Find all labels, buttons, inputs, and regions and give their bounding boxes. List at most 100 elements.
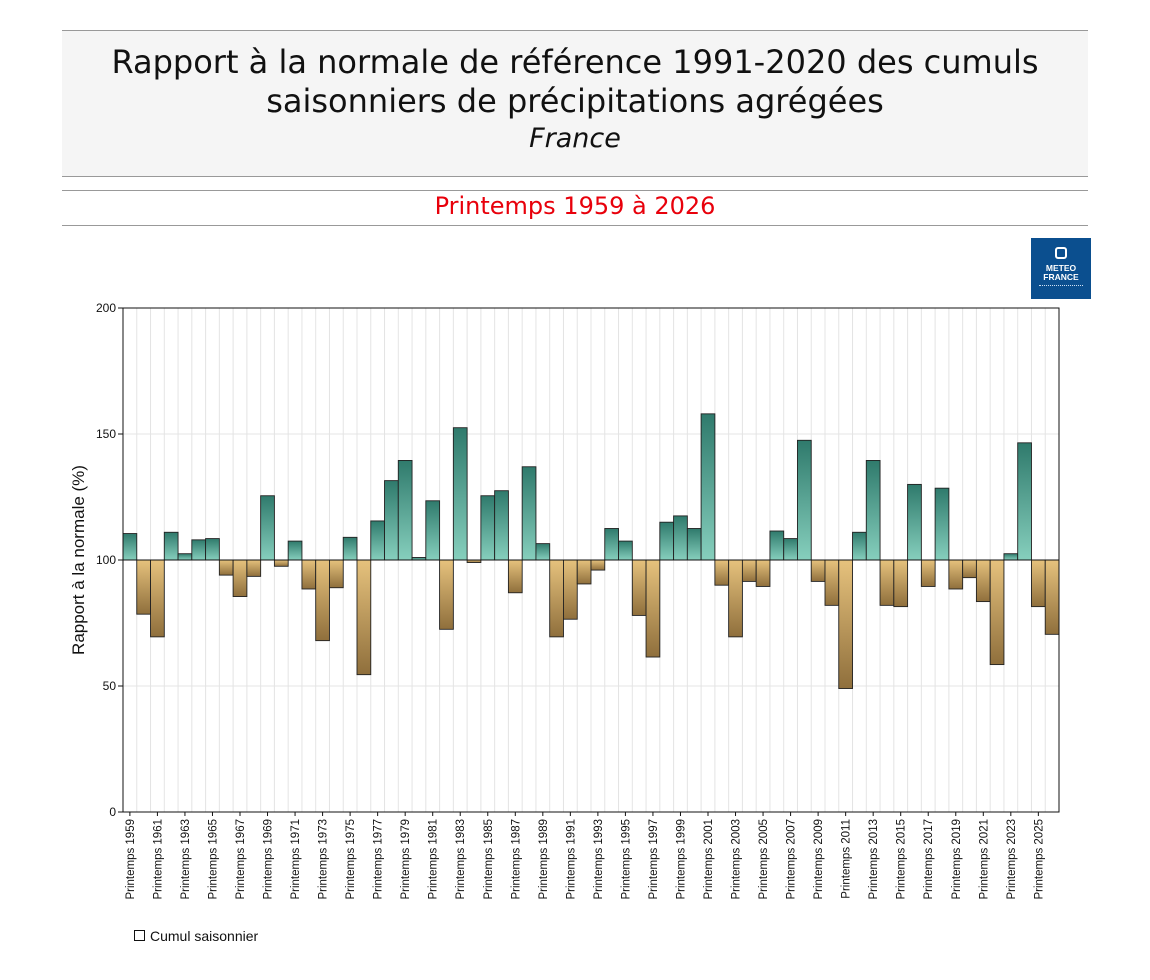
- y-axis-label: Rapport à la normale (%): [69, 465, 88, 655]
- x-tick-label: Printemps 1989: [538, 819, 550, 900]
- bar-printemps-2020: [962, 559, 977, 579]
- bar-printemps-2010: [824, 559, 840, 606]
- x-tick-label: Printemps 1963: [180, 819, 192, 900]
- bar-printemps-2002: [714, 559, 730, 586]
- bar-printemps-1966: [218, 559, 234, 576]
- bar-printemps-1985: [480, 495, 496, 561]
- bar-printemps-1974: [329, 559, 344, 589]
- bar-layer: [122, 413, 1060, 689]
- bar-printemps-1996: [631, 559, 647, 616]
- bar-printemps-1991: [563, 559, 578, 620]
- x-tick-label: Printemps 2021: [978, 819, 990, 900]
- x-tick-label: Printemps 1987: [510, 819, 522, 900]
- bar-printemps-1979: [397, 460, 413, 561]
- meteo-france-logo: METEO FRANCE: [1031, 238, 1091, 299]
- legend-swatch: [134, 930, 145, 941]
- axis-layer: 0 50 100 150 200 Printemps 1959 Printemps 1961…: [96, 301, 1060, 900]
- bar-printemps-1971: [287, 540, 303, 561]
- bar-printemps-1965: [205, 538, 220, 561]
- bar-printemps-1995: [618, 540, 633, 561]
- bar-printemps-2025: [1031, 559, 1046, 608]
- legend: Cumul saisonnier: [134, 928, 258, 944]
- x-tick-label: Printemps 1979: [400, 819, 412, 900]
- logo-mark-icon: [1055, 247, 1067, 259]
- y-tick-label: 150: [96, 427, 116, 441]
- y-tick-label: 50: [103, 679, 117, 693]
- bar-printemps-1989: [535, 543, 551, 561]
- bar-printemps-2013: [865, 460, 881, 561]
- bar-printemps-2007: [783, 538, 798, 561]
- x-tick-label: Printemps 1993: [593, 819, 605, 900]
- x-tick-label: Printemps 2001: [703, 819, 715, 900]
- x-tick-label: Printemps 1973: [318, 819, 330, 900]
- bar-printemps-2016: [907, 483, 922, 561]
- bar-printemps-2003: [728, 559, 743, 638]
- bar-printemps-1986: [494, 490, 509, 561]
- x-tick-label: Printemps 1961: [152, 819, 164, 900]
- bar-printemps-1976: [356, 559, 372, 676]
- bar-printemps-2017: [920, 559, 936, 587]
- x-tick-label: Printemps 2025: [1033, 819, 1045, 900]
- x-tick-label: Printemps 1965: [207, 819, 219, 900]
- x-tick-label: Printemps 1999: [675, 819, 687, 900]
- bar-printemps-1959: [122, 533, 138, 561]
- chart-title-line-1: Rapport à la normale de référence 1991-2…: [111, 43, 1039, 81]
- bar-printemps-1962: [163, 531, 179, 561]
- bar-printemps-1970: [273, 559, 289, 567]
- bar-printemps-2024: [1017, 442, 1032, 561]
- y-tick-label: 100: [96, 553, 116, 567]
- x-tick-label: Printemps 2015: [896, 819, 908, 900]
- bar-printemps-1967: [232, 559, 248, 597]
- x-tick-label: Printemps 2011: [841, 819, 853, 899]
- bar-printemps-2012: [852, 531, 867, 561]
- x-tick-label: Printemps 1977: [373, 819, 385, 900]
- bar-printemps-2022: [989, 559, 1005, 666]
- x-tick-label: Printemps 2017: [923, 819, 935, 900]
- bar-printemps-1963: [177, 553, 193, 561]
- bar-printemps-1961: [150, 559, 165, 638]
- bar-printemps-2001: [700, 413, 716, 561]
- x-tick-label: Printemps 1995: [620, 819, 632, 900]
- bar-printemps-2000: [686, 528, 702, 561]
- x-tick-label: Printemps 1959: [125, 819, 137, 900]
- bar-printemps-2005: [755, 559, 771, 587]
- y-tick-label: 200: [96, 301, 116, 315]
- bar-printemps-1981: [425, 500, 441, 561]
- x-tick-label: Printemps 1991: [565, 819, 577, 900]
- bar-printemps-1983: [452, 427, 468, 561]
- x-tick-label: Printemps 1997: [648, 819, 660, 900]
- bar-printemps-2014: [879, 559, 895, 606]
- period-subtitle: Printemps 1959 à 2026: [434, 192, 716, 220]
- bar-printemps-2021: [975, 559, 991, 603]
- bar-printemps-1977: [370, 520, 385, 561]
- x-tick-label: Printemps 1971: [290, 819, 302, 900]
- bar-printemps-1973: [315, 559, 330, 642]
- bar-printemps-1960: [136, 559, 151, 615]
- bar-printemps-1998: [659, 521, 675, 561]
- bar-printemps-1987: [507, 559, 523, 594]
- bar-printemps-1982: [439, 559, 454, 630]
- chart-title-line-2: saisonniers de précipitations agrégées: [266, 82, 884, 120]
- bar-printemps-1990: [549, 559, 564, 638]
- bar-printemps-2011: [838, 559, 853, 689]
- logo-tagline-decor: [1039, 285, 1083, 287]
- x-tick-label: Printemps 1985: [483, 819, 495, 900]
- x-tick-label: Printemps 1983: [455, 819, 467, 900]
- bar-printemps-1992: [576, 559, 592, 585]
- title-box: Rapport à la normale de référence 1991-2…: [62, 30, 1088, 177]
- region-subtitle: France: [529, 123, 621, 154]
- x-tick-label: Printemps 2003: [731, 819, 743, 900]
- legend-label: Cumul saisonnier: [150, 928, 259, 944]
- x-tick-label: Printemps 1969: [263, 819, 275, 900]
- period-box: Printemps 1959 à 2026: [62, 190, 1088, 226]
- bar-printemps-2026: [1044, 559, 1060, 635]
- bar-printemps-1968: [246, 559, 262, 577]
- x-tick-label: Printemps 1981: [428, 819, 440, 900]
- bar-printemps-1997: [645, 559, 661, 658]
- x-tick-label: Printemps 1975: [345, 819, 357, 900]
- bar-printemps-2004: [741, 559, 757, 582]
- bar-printemps-2015: [893, 559, 909, 608]
- x-tick-label: Printemps 2023: [1006, 819, 1018, 900]
- bar-printemps-1988: [521, 466, 537, 561]
